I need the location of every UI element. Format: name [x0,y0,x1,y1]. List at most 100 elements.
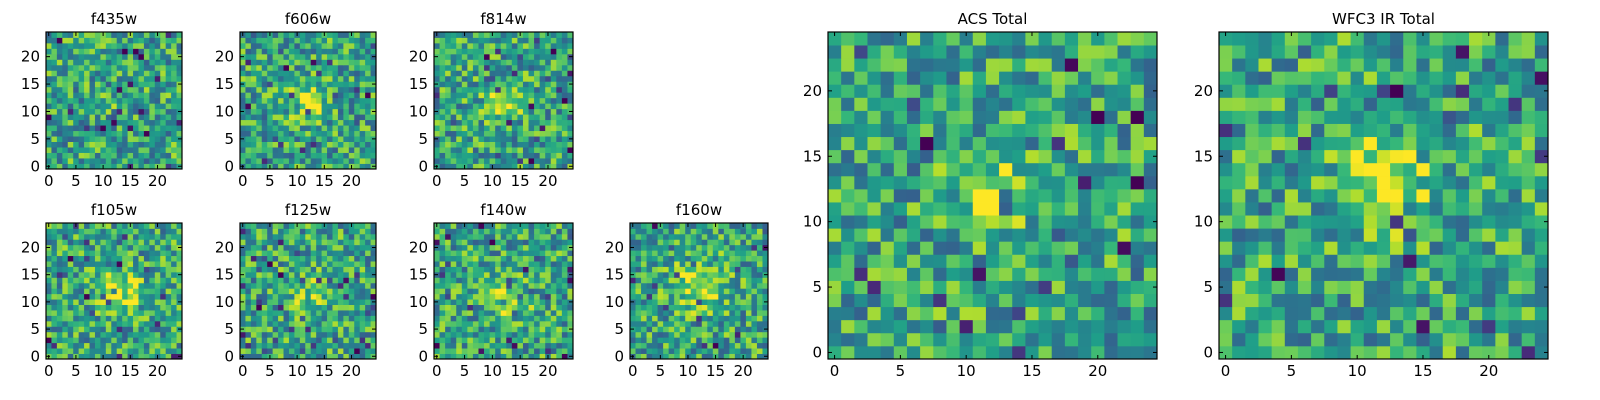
heatmap-cell [89,310,96,316]
heatmap-cell [685,331,692,338]
heatmap-cell [116,233,123,240]
heatmap-cell [511,125,518,132]
heatmap-cell [343,266,350,273]
heatmap-cell [756,282,763,289]
heatmap-cell [959,254,974,268]
heatmap-cell [272,152,279,159]
heatmap-cell [359,48,366,55]
heatmap-cell [450,103,457,110]
heatmap-cell [278,228,284,235]
heatmap-cell [506,42,513,49]
heatmap-cell [171,136,177,142]
heatmap-cell [561,331,568,338]
heatmap-cell [528,64,535,71]
heatmap-cell [294,337,301,344]
heatmap-cell [370,119,377,126]
heatmap-cell [985,306,1000,321]
heatmap-cell [127,282,134,289]
heatmap-cell [149,304,156,311]
heatmap-cell [933,215,947,229]
heatmap-cell [261,310,268,316]
heatmap-cell [370,141,377,148]
heatmap-cell [472,288,479,295]
heatmap-cell [972,306,987,321]
heatmap-cell [370,228,377,235]
heatmap-cell [94,119,101,126]
heatmap-cell [439,119,446,126]
heatmap-cell [740,261,747,267]
heatmap-cell [272,326,279,333]
heatmap-cell [478,108,485,115]
heatmap-cell [867,332,882,347]
heatmap-cell [316,136,322,142]
heatmap-cell [439,277,446,284]
heatmap-cell [321,42,328,49]
heatmap-cell [122,147,128,153]
heatmap-cell [321,348,328,354]
heatmap-cell [439,310,446,316]
heatmap-cell [354,266,361,273]
heatmap-cell [646,288,653,295]
heatmap-cell [267,282,274,289]
heatmap-cell [561,114,568,121]
heatmap-cell [261,92,268,99]
heatmap-cell [250,299,257,305]
heatmap-cell [456,310,463,316]
heatmap-cell [160,233,167,240]
heatmap-cell [261,277,268,284]
heatmap-cell [84,244,90,251]
heatmap-cell [723,255,730,262]
heatmap-cell [84,288,90,295]
panel-title: f160w [676,201,722,219]
heatmap-cell [127,147,134,153]
heatmap-cell [283,42,290,49]
heatmap-cell [434,233,440,240]
heatmap-cell [310,255,317,262]
heatmap-cell [959,228,974,242]
heatmap-cell [84,53,90,60]
heatmap-cell [354,119,361,126]
heatmap-cell [283,97,290,104]
heatmap-cell [539,326,546,333]
heatmap-cell [105,75,112,82]
heatmap-cell [556,37,563,44]
heatmap-cell [506,266,513,273]
heatmap-cell [652,239,658,246]
heatmap-cell [105,163,112,170]
heatmap-cell [707,337,714,344]
heatmap-cell [756,310,763,316]
heatmap-cell [111,119,118,126]
heatmap-cell [354,337,361,344]
heatmap-cell [116,64,123,71]
heatmap-cell [478,288,485,295]
heatmap-cell [456,97,463,104]
heatmap-cell [84,81,90,88]
heatmap-cell [288,271,295,278]
heatmap-cell [478,125,485,132]
heatmap-cell [84,348,90,354]
heatmap-cell [105,114,112,121]
heatmap-cell [310,310,317,316]
heatmap-cell [985,280,1000,294]
heatmap-cell [67,353,74,360]
heatmap-cell [240,42,246,49]
heatmap-cell [528,103,535,110]
heatmap-cell [56,59,63,66]
heatmap-cell [1051,175,1066,190]
heatmap-cell [354,103,361,110]
heatmap-cell [176,277,183,284]
heatmap-cell [51,114,58,121]
heatmap-cell [305,255,312,262]
heatmap-cell [343,326,350,333]
heatmap-cell [272,299,279,305]
heatmap-cell [652,233,658,240]
heatmap-cell [495,223,502,229]
heatmap-cell [1038,162,1053,177]
heatmap-cell [434,130,440,137]
heatmap-cell [122,75,128,82]
heatmap-cell [472,42,479,49]
heatmap-cell [310,75,317,82]
heatmap-cell [652,223,658,229]
heatmap-cell [1104,241,1118,255]
